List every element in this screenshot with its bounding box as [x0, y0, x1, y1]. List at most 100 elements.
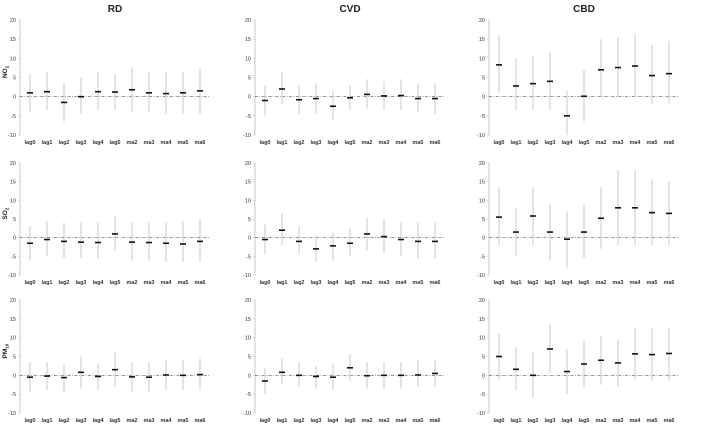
row-label-subscript: 2 [5, 207, 10, 210]
y-tick-label: 5 [248, 76, 251, 82]
y-tick-label: 0 [13, 236, 16, 242]
y-tick-label: -10 [477, 411, 485, 417]
x-tick-label-lag1: lag1 [276, 140, 287, 146]
x-tick-label-lag1: lag1 [41, 418, 52, 424]
y-tick-label: 0 [248, 373, 251, 379]
x-tick-label-lag0: lag0 [259, 418, 270, 424]
x-tick-label-lag3: lag3 [544, 140, 555, 146]
x-tick-label-ma6: ma6 [194, 418, 205, 424]
y-tick-label: 15 [245, 317, 251, 323]
y-tick-label: 5 [482, 355, 485, 361]
x-tick-label-lag1: lag1 [510, 418, 521, 424]
x-tick-label-lag0: lag0 [493, 418, 504, 424]
x-tick-label-lag5: lag5 [109, 418, 120, 424]
x-tick-label-ma6: ma6 [663, 140, 674, 146]
x-tick-label-ma5: ma5 [177, 140, 188, 146]
panel-cbd-row-0: -10 -5 0 5 10 15 20 lag0 lag1 lag2 lag3 lag4 lag5 ma2… [477, 18, 679, 146]
y-tick-label: -10 [8, 411, 16, 417]
x-tick-label-lag0: lag0 [259, 280, 270, 286]
y-tick-label: 15 [479, 317, 485, 323]
y-tick-label: 5 [482, 76, 485, 82]
x-tick-label-lag3: lag3 [544, 418, 555, 424]
y-tick-label: 0 [13, 373, 16, 379]
x-tick-label-lag2: lag2 [293, 280, 304, 286]
x-tick-label-lag4: lag4 [92, 280, 104, 286]
x-tick-label-lag0: lag0 [493, 140, 504, 146]
y-tick-label: 20 [245, 18, 251, 24]
x-tick-label-ma2: ma2 [595, 140, 606, 146]
y-tick-label: -5 [11, 254, 16, 260]
x-tick-label-ma6: ma6 [429, 140, 440, 146]
y-tick-label: 15 [245, 180, 251, 186]
x-tick-label-ma4: ma4 [395, 280, 407, 286]
x-tick-label-lag5: lag5 [344, 280, 355, 286]
x-tick-label-lag3: lag3 [310, 418, 321, 424]
y-tick-label: 0 [482, 236, 485, 242]
y-tick-label: 10 [245, 336, 251, 342]
y-tick-label: -5 [480, 392, 485, 398]
y-tick-label: 20 [10, 18, 16, 24]
x-tick-label-ma2: ma2 [126, 418, 137, 424]
y-tick-label: -10 [477, 133, 485, 139]
x-tick-label-ma5: ma5 [177, 418, 188, 424]
x-tick-label-ma5: ma5 [412, 140, 423, 146]
y-tick-label: 0 [482, 95, 485, 101]
y-tick-label: 20 [479, 18, 485, 24]
x-tick-label-lag2: lag2 [527, 418, 538, 424]
x-tick-label-lag2: lag2 [58, 140, 69, 146]
x-tick-label-lag4: lag4 [327, 140, 339, 146]
x-tick-label-ma3: ma3 [612, 418, 623, 424]
panel-cvd-row-1: -10 -5 0 5 10 15 20 lag0 lag1 lag2 lag3 lag4 lag5 ma2… [243, 161, 445, 286]
y-tick-label: -10 [243, 273, 251, 279]
x-tick-label-lag2: lag2 [58, 280, 69, 286]
panel-rd-row-0: -10 -5 0 5 10 15 20 NO2 lag0 lag1 lag2 lag3 lag4 lag5… [2, 18, 210, 146]
x-tick-label-ma2: ma2 [595, 280, 606, 286]
column-title-rd: RD [108, 4, 122, 15]
x-tick-label-lag0: lag0 [493, 280, 504, 286]
x-tick-label-lag3: lag3 [75, 280, 86, 286]
x-tick-label-lag1: lag1 [276, 280, 287, 286]
panel-cbd-row-2: -10 -5 0 5 10 15 20 lag0 lag1 lag2 lag3 lag4 lag5 ma2… [477, 298, 679, 424]
x-tick-label-ma4: ma4 [629, 418, 641, 424]
y-tick-label: 10 [479, 336, 485, 342]
x-tick-label-ma2: ma2 [595, 418, 606, 424]
x-tick-label-lag1: lag1 [276, 418, 287, 424]
x-tick-label-ma3: ma3 [612, 140, 623, 146]
x-tick-label-ma3: ma3 [378, 140, 389, 146]
x-tick-label-ma5: ma5 [177, 280, 188, 286]
x-tick-label-lag1: lag1 [510, 280, 521, 286]
y-tick-label: 15 [245, 37, 251, 43]
x-tick-label-lag5: lag5 [578, 140, 589, 146]
x-tick-label-ma6: ma6 [429, 280, 440, 286]
y-tick-label: -5 [480, 254, 485, 260]
x-tick-label-lag2: lag2 [293, 140, 304, 146]
y-tick-label: 10 [245, 198, 251, 204]
y-tick-label: 20 [245, 298, 251, 304]
x-tick-label-ma3: ma3 [378, 280, 389, 286]
x-tick-label-ma6: ma6 [663, 280, 674, 286]
x-tick-label-ma5: ma5 [646, 280, 657, 286]
x-tick-label-ma6: ma6 [429, 418, 440, 424]
x-tick-label-ma5: ma5 [412, 280, 423, 286]
y-tick-label: -5 [11, 392, 16, 398]
x-tick-label-lag3: lag3 [75, 418, 86, 424]
y-tick-label: 10 [10, 56, 16, 62]
x-tick-label-lag0: lag0 [259, 140, 270, 146]
row-label-main: SO [2, 210, 9, 219]
y-tick-label: 20 [10, 161, 16, 167]
y-tick-label: 15 [10, 317, 16, 323]
y-tick-label: -5 [246, 114, 251, 120]
x-tick-label-ma3: ma3 [378, 418, 389, 424]
y-tick-label: -5 [480, 114, 485, 120]
x-tick-label-ma4: ma4 [395, 140, 407, 146]
column-title-cvd: CVD [339, 4, 360, 15]
y-tick-label: 15 [479, 37, 485, 43]
x-tick-label-lag2: lag2 [293, 418, 304, 424]
y-tick-label: 5 [248, 217, 251, 223]
x-tick-label-ma4: ma4 [395, 418, 407, 424]
y-tick-label: 5 [13, 76, 16, 82]
y-tick-label: 20 [479, 298, 485, 304]
x-tick-label-ma3: ma3 [143, 140, 154, 146]
y-tick-label: 10 [245, 56, 251, 62]
